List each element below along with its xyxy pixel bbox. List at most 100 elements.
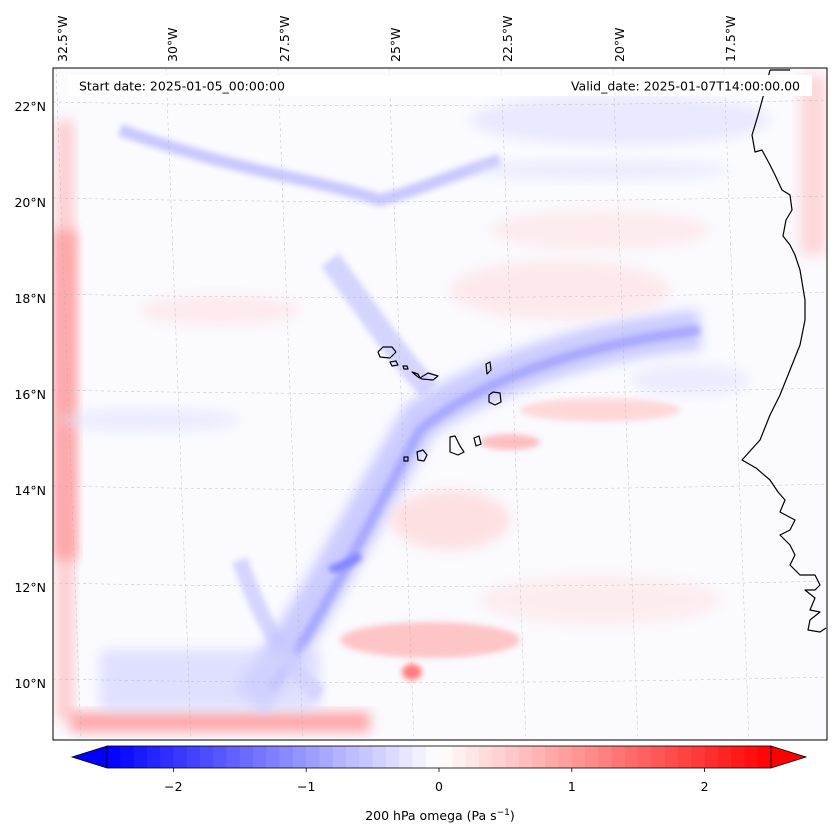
lon-label-25w: 25°W xyxy=(388,27,403,62)
colorbar-segment xyxy=(585,746,599,768)
colorbar-segment xyxy=(133,746,148,768)
colorbar-segment xyxy=(744,746,759,768)
lat-label-10n: 10°N xyxy=(14,676,46,691)
lon-label-20w: 20°W xyxy=(612,27,627,62)
map-frame xyxy=(52,67,828,741)
colorbar-segment xyxy=(598,746,613,768)
colorbar-segment xyxy=(253,746,267,768)
colorbar-segment xyxy=(651,746,666,768)
lon-label-17-5w: 17.5°W xyxy=(723,16,738,62)
valid-date-label: Valid_date: 2025-01-07T14:00:00.00 xyxy=(571,79,800,94)
omega-field xyxy=(54,75,826,732)
island-boa-vista xyxy=(488,391,502,406)
colorbar-segment xyxy=(239,746,254,768)
colorbar-segment xyxy=(545,746,560,768)
map-panel xyxy=(52,67,828,741)
colorbar-segment xyxy=(571,746,586,768)
colorbar-segment xyxy=(213,746,228,768)
lat-label-20n: 20°N xyxy=(14,195,46,210)
colorbar-tick-label: −2 xyxy=(164,779,182,794)
parallel-gridline xyxy=(52,291,828,298)
parallel-gridline xyxy=(52,676,828,683)
colorbar-extend-min xyxy=(70,745,108,769)
colorbar-segment xyxy=(558,746,573,768)
colorbar-segment xyxy=(399,746,414,768)
date-header-background xyxy=(68,75,812,96)
colorbar-segment xyxy=(638,746,653,768)
colorbar-tick-label: 1 xyxy=(568,779,576,794)
colorbar-segment xyxy=(332,746,347,768)
colorbar-segment xyxy=(624,746,639,768)
colorbar-segment xyxy=(492,746,506,768)
colorbar-segment xyxy=(478,746,493,768)
parallel-gridline xyxy=(52,99,828,106)
colorbar-segment xyxy=(439,746,453,768)
colorbar: −2 −1 0 1 2 200 hPa omega (Pa s−1) xyxy=(70,745,808,823)
parallel-gridline xyxy=(52,580,828,587)
colorbar-segment xyxy=(107,746,121,768)
colorbar-segment xyxy=(306,746,321,768)
island-sal xyxy=(485,361,492,375)
colorbar-segment xyxy=(226,746,241,768)
island-santo-antao xyxy=(377,346,397,359)
colorbar-extend-max xyxy=(770,745,808,769)
colorbar-segment xyxy=(372,746,387,768)
lon-label-22-5w: 22.5°W xyxy=(500,16,515,62)
colorbar-gradient xyxy=(107,746,772,768)
start-date-label: Start date: 2025-01-05_00:00:00 xyxy=(79,79,285,94)
island-maio xyxy=(473,435,482,447)
colorbar-segment xyxy=(465,746,480,768)
coastlines xyxy=(377,69,827,633)
colorbar-segment xyxy=(505,746,520,768)
colorbar-segment xyxy=(717,746,732,768)
colorbar-ticks: −2 −1 0 1 2 xyxy=(164,768,709,794)
colorbar-tick-label: −1 xyxy=(297,779,315,794)
island-santiago xyxy=(449,435,465,456)
meridian-gridline xyxy=(165,67,192,741)
parallel-gridline xyxy=(52,195,828,202)
meridian-gridline xyxy=(388,67,415,741)
lat-label-14n: 14°N xyxy=(14,483,46,498)
colorbar-segment xyxy=(346,746,360,768)
colorbar-segment xyxy=(412,746,427,768)
colorbar-segment xyxy=(664,746,679,768)
longitude-axis: 32.5°W 30°W 27.5°W 25°W 22.5°W 20°W 17.5… xyxy=(55,16,738,62)
lat-label-22n: 22°N xyxy=(14,99,46,114)
meridian-gridline xyxy=(277,67,304,741)
colorbar-segment xyxy=(452,746,467,768)
colorbar-segment xyxy=(385,746,400,768)
meridian-gridline xyxy=(723,67,750,741)
colorbar-label: 200 hPa omega (Pa s−1) xyxy=(365,808,515,823)
colorbar-tick-label: 0 xyxy=(435,779,443,794)
meridian-gridline xyxy=(55,67,82,741)
lat-label-16n: 16°N xyxy=(14,387,46,402)
colorbar-segment xyxy=(160,746,174,768)
colorbar-segment xyxy=(704,746,719,768)
colorbar-segment xyxy=(678,746,692,768)
colorbar-segment xyxy=(266,746,281,768)
colorbar-segment xyxy=(292,746,307,768)
colorbar-segment xyxy=(425,746,440,768)
colorbar-tick-label: 2 xyxy=(701,779,709,794)
lon-label-27-5w: 27.5°W xyxy=(277,16,292,62)
colorbar-segment xyxy=(757,746,772,768)
colorbar-segment xyxy=(146,746,161,768)
island-santa-luzia xyxy=(402,365,409,370)
parallel-gridline xyxy=(52,483,828,490)
meridian-gridline xyxy=(500,67,527,741)
colorbar-segment xyxy=(186,746,201,768)
parallel-gridline xyxy=(52,387,828,394)
colorbar-segment xyxy=(731,746,746,768)
lon-label-32-5w: 32.5°W xyxy=(55,16,70,62)
island-brava xyxy=(403,456,409,462)
colorbar-segment xyxy=(173,746,188,768)
meridian-gridline xyxy=(612,67,639,741)
colorbar-segment xyxy=(691,746,706,768)
colorbar-segment xyxy=(518,746,533,768)
colorbar-segment xyxy=(199,746,214,768)
island-fogo xyxy=(416,449,428,462)
colorbar-segment xyxy=(279,746,294,768)
colorbar-segment xyxy=(531,746,546,768)
colorbar-segment xyxy=(611,746,626,768)
